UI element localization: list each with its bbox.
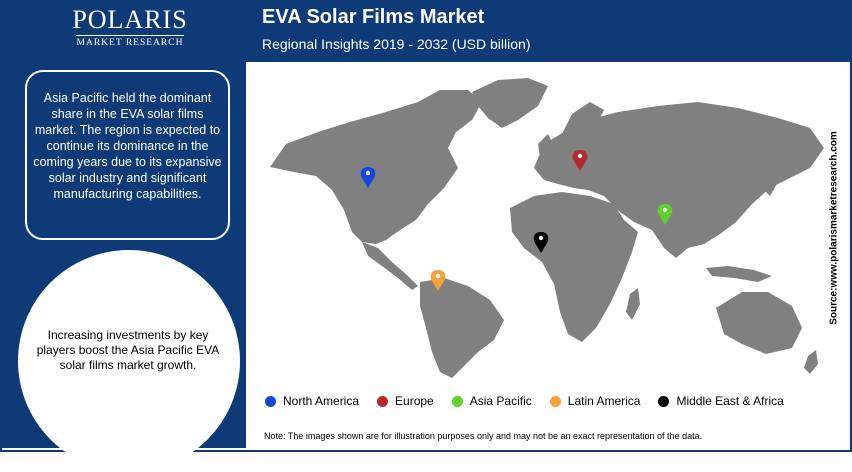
insight-box: Asia Pacific held the dominant share in …: [25, 70, 230, 240]
legend-dot-icon: [549, 395, 561, 407]
legend-label: Middle East & Africa: [676, 394, 784, 408]
page-subtitle: Regional Insights 2019 - 2032 (USD billi…: [262, 36, 531, 52]
legend-item-asia-pacific: Asia Pacific: [451, 394, 532, 408]
middle-east-africa-marker-icon: [533, 232, 549, 253]
legend-item-europe: Europe: [377, 394, 434, 408]
header-bar: [246, 2, 850, 62]
europe-marker-icon: [572, 150, 588, 171]
legend-label: Latin America: [567, 394, 641, 408]
outer-frame: [0, 0, 852, 452]
world-map: [270, 78, 824, 378]
highlight-circle-text: Increasing investments by key players bo…: [36, 328, 220, 372]
legend-label: Asia Pacific: [469, 394, 532, 408]
legend-label: Europe: [395, 394, 434, 408]
legend-label: North America: [283, 394, 360, 408]
map-markers: [360, 150, 673, 291]
logo-name: POLARIS: [72, 5, 188, 34]
polaris-logo: POLARIS MARKET RESEARCH: [70, 5, 190, 49]
asia-pacific-marker-icon: [657, 204, 673, 225]
source-label: Source:www.polarismarketresearch.com: [828, 131, 840, 325]
logo-tagline: MARKET RESEARCH: [76, 38, 184, 48]
legend-dot-icon: [658, 395, 670, 407]
highlight-circle: [18, 250, 240, 472]
map-landmass: [270, 78, 824, 378]
logo-divider: [76, 35, 184, 36]
legend-item-north-america: North America: [265, 394, 359, 408]
map-legend: North America Europe Asia Pacific Latin …: [265, 394, 802, 408]
legend-item-latin-america: Latin America: [549, 394, 641, 408]
legend-dot-icon: [377, 395, 389, 407]
page-title: EVA Solar Films Market: [262, 6, 485, 28]
north-america-marker-icon: [360, 167, 376, 188]
legend-item-middle-east-africa: Middle East & Africa: [658, 394, 784, 408]
disclaimer-note: Note: The images shown are for illustrat…: [264, 431, 703, 441]
legend-dot-icon: [265, 395, 276, 407]
latin-america-marker-icon: [430, 270, 446, 291]
legend-dot-icon: [451, 395, 463, 407]
